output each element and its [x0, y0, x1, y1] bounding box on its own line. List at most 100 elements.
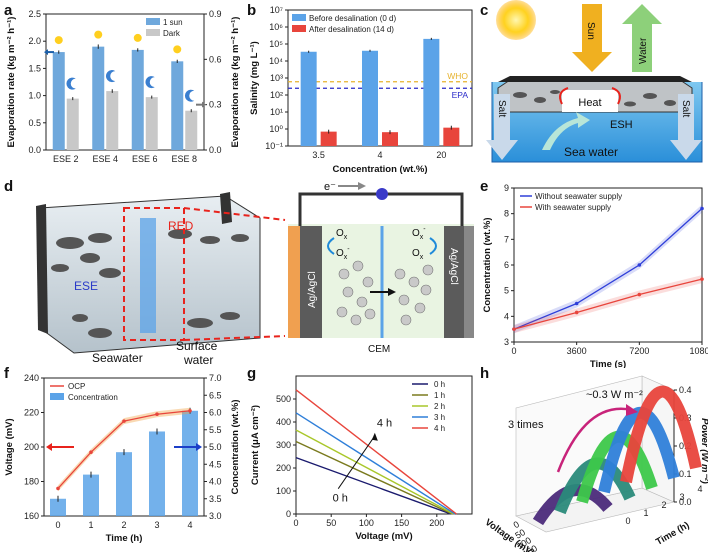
x-tick-label: ESE 2	[53, 154, 79, 164]
x-axis-title: Concentration (wt.%)	[333, 164, 428, 175]
x-tick-label: 50	[513, 527, 527, 541]
y2-tick-label: 0.0	[209, 145, 222, 155]
y-tick-label: 1.5	[28, 63, 41, 73]
y-tick-label: 100	[276, 486, 291, 496]
sea-flow-arrow	[542, 112, 590, 150]
water-label: Water	[638, 37, 649, 64]
bar-dark	[106, 91, 119, 150]
zoom-line-bottom	[183, 335, 286, 341]
x-tick-label: 20	[436, 150, 446, 160]
legend-label: OCP	[68, 382, 85, 391]
y-tick-label: 0	[286, 509, 291, 519]
y-tick-label: 200	[24, 442, 39, 452]
legend-label: After desalination (14 d)	[309, 25, 394, 34]
bar-dark	[185, 110, 198, 150]
x-axis-title: Time (h)	[106, 533, 143, 544]
bar-1-sun	[131, 49, 144, 150]
bar-before	[300, 51, 317, 147]
legend-swatch	[146, 18, 160, 25]
chart-g-iv-curves: 0 100 200 300 400 500 0 50 100 150 200 0 h 1 h 2 h 3 h…	[250, 375, 473, 542]
ox-label-3: Ox-	[412, 226, 426, 241]
left-axis-arrow-head	[44, 49, 48, 56]
z-tick-label: 0.0	[679, 497, 692, 507]
bar-after	[443, 127, 460, 146]
panel-letter-g: g	[247, 365, 257, 382]
data-point	[637, 292, 642, 297]
sun-label: Sun	[585, 22, 596, 40]
sun-icon	[94, 30, 103, 39]
tank-left-wall	[36, 204, 48, 334]
increase-arrow	[556, 407, 633, 473]
y2-axis-title: Concentration (wt.%)	[230, 400, 241, 495]
concentration-bar	[149, 431, 165, 516]
y-axis-title: Concentration (wt.%)	[482, 218, 493, 313]
panel-letter-f: f	[4, 365, 9, 382]
y-tick-label: 6	[504, 260, 509, 270]
salt-label-right: Salt	[680, 100, 691, 117]
legend-swatch	[146, 29, 160, 36]
sun-arrow	[572, 4, 612, 72]
x-tick-label: 200	[429, 518, 444, 528]
x-tick-label: 3.5	[312, 150, 325, 160]
x-tick-label: 150	[394, 518, 409, 528]
x-tick-label: 3600	[567, 346, 587, 356]
y-tick-label: 10⁻¹	[265, 141, 283, 151]
data-point	[700, 277, 704, 281]
legend-label: 1 sun	[163, 18, 183, 27]
salt-arrow-right	[670, 94, 702, 160]
concentration-bar	[116, 452, 132, 516]
reference-label: WHO	[447, 71, 468, 81]
heat-box	[562, 90, 618, 112]
y-tick-label: 0	[625, 516, 630, 526]
y2-tick-label: 6.5	[209, 390, 222, 400]
y2-tick-label: 0.9	[209, 9, 222, 19]
y-tick-label: 180	[24, 477, 39, 487]
increase-arrow-head	[626, 404, 638, 416]
electron-arrow-head	[358, 182, 366, 190]
x-tick-label: 4	[187, 520, 192, 530]
ion-cluster	[336, 260, 434, 326]
y2-tick-label: 3.0	[209, 511, 222, 521]
data-point	[700, 206, 704, 211]
data-point	[155, 412, 159, 417]
left-electrode-plate	[300, 226, 322, 338]
chart-a-evaporation-rate: 0.0 0.5 1.0 1.5 2.0 2.5 0.0 0.3 0.6 0.9 ESE 2 ESE 4…	[6, 9, 241, 164]
panel-letter-e: e	[480, 178, 489, 195]
y-tick-label: 10⁴	[269, 56, 283, 66]
panel-d-device: RED ESE Seawater Surface water Ag/AgCl A…	[36, 181, 474, 367]
left-electrode-label: Ag/AgCl	[307, 271, 318, 308]
y-tick-label: 8	[504, 209, 509, 219]
data-point	[574, 301, 579, 306]
iv-line	[295, 456, 452, 515]
moon-icon	[66, 77, 76, 90]
legend-label: Dark	[163, 29, 181, 38]
panel-c-schematic: Heat Sun Water Salt Salt ESH Sea water	[486, 0, 703, 163]
legend-label: 2 h	[434, 402, 445, 411]
bar-after	[320, 131, 337, 146]
annotation-4h: 4 h	[377, 418, 392, 430]
y-tick-label: 1.0	[28, 91, 41, 101]
y2-tick-label: 0.3	[209, 100, 222, 110]
y-tick-label: 2	[661, 500, 666, 510]
error-band	[514, 204, 702, 334]
reference-label: EPA	[452, 90, 469, 100]
iv-line	[295, 440, 453, 515]
y-tick-label: 10⁶	[269, 22, 283, 32]
bar-before	[362, 50, 378, 146]
y2-tick-label: 0.6	[209, 54, 222, 64]
surface-label: Surface	[176, 339, 218, 353]
ese-label: ESE	[74, 279, 98, 293]
y-tick-label: 10⁷	[270, 5, 283, 15]
x-tick-label: 150	[521, 543, 539, 552]
annotation-0h: 0 h	[333, 492, 348, 504]
legend-label: Before desalination (0 d)	[309, 14, 397, 23]
legend-label: With seawater supply	[535, 203, 611, 212]
x-tick-label: 3	[154, 520, 159, 530]
bar-after	[382, 132, 398, 146]
esh-label: ESH	[610, 119, 633, 131]
iv-line	[295, 389, 457, 515]
sea-water-label: Sea water	[564, 145, 618, 159]
tank-right-wall	[220, 192, 232, 224]
heat-arrow-left	[559, 87, 569, 105]
power-curve	[620, 385, 702, 484]
